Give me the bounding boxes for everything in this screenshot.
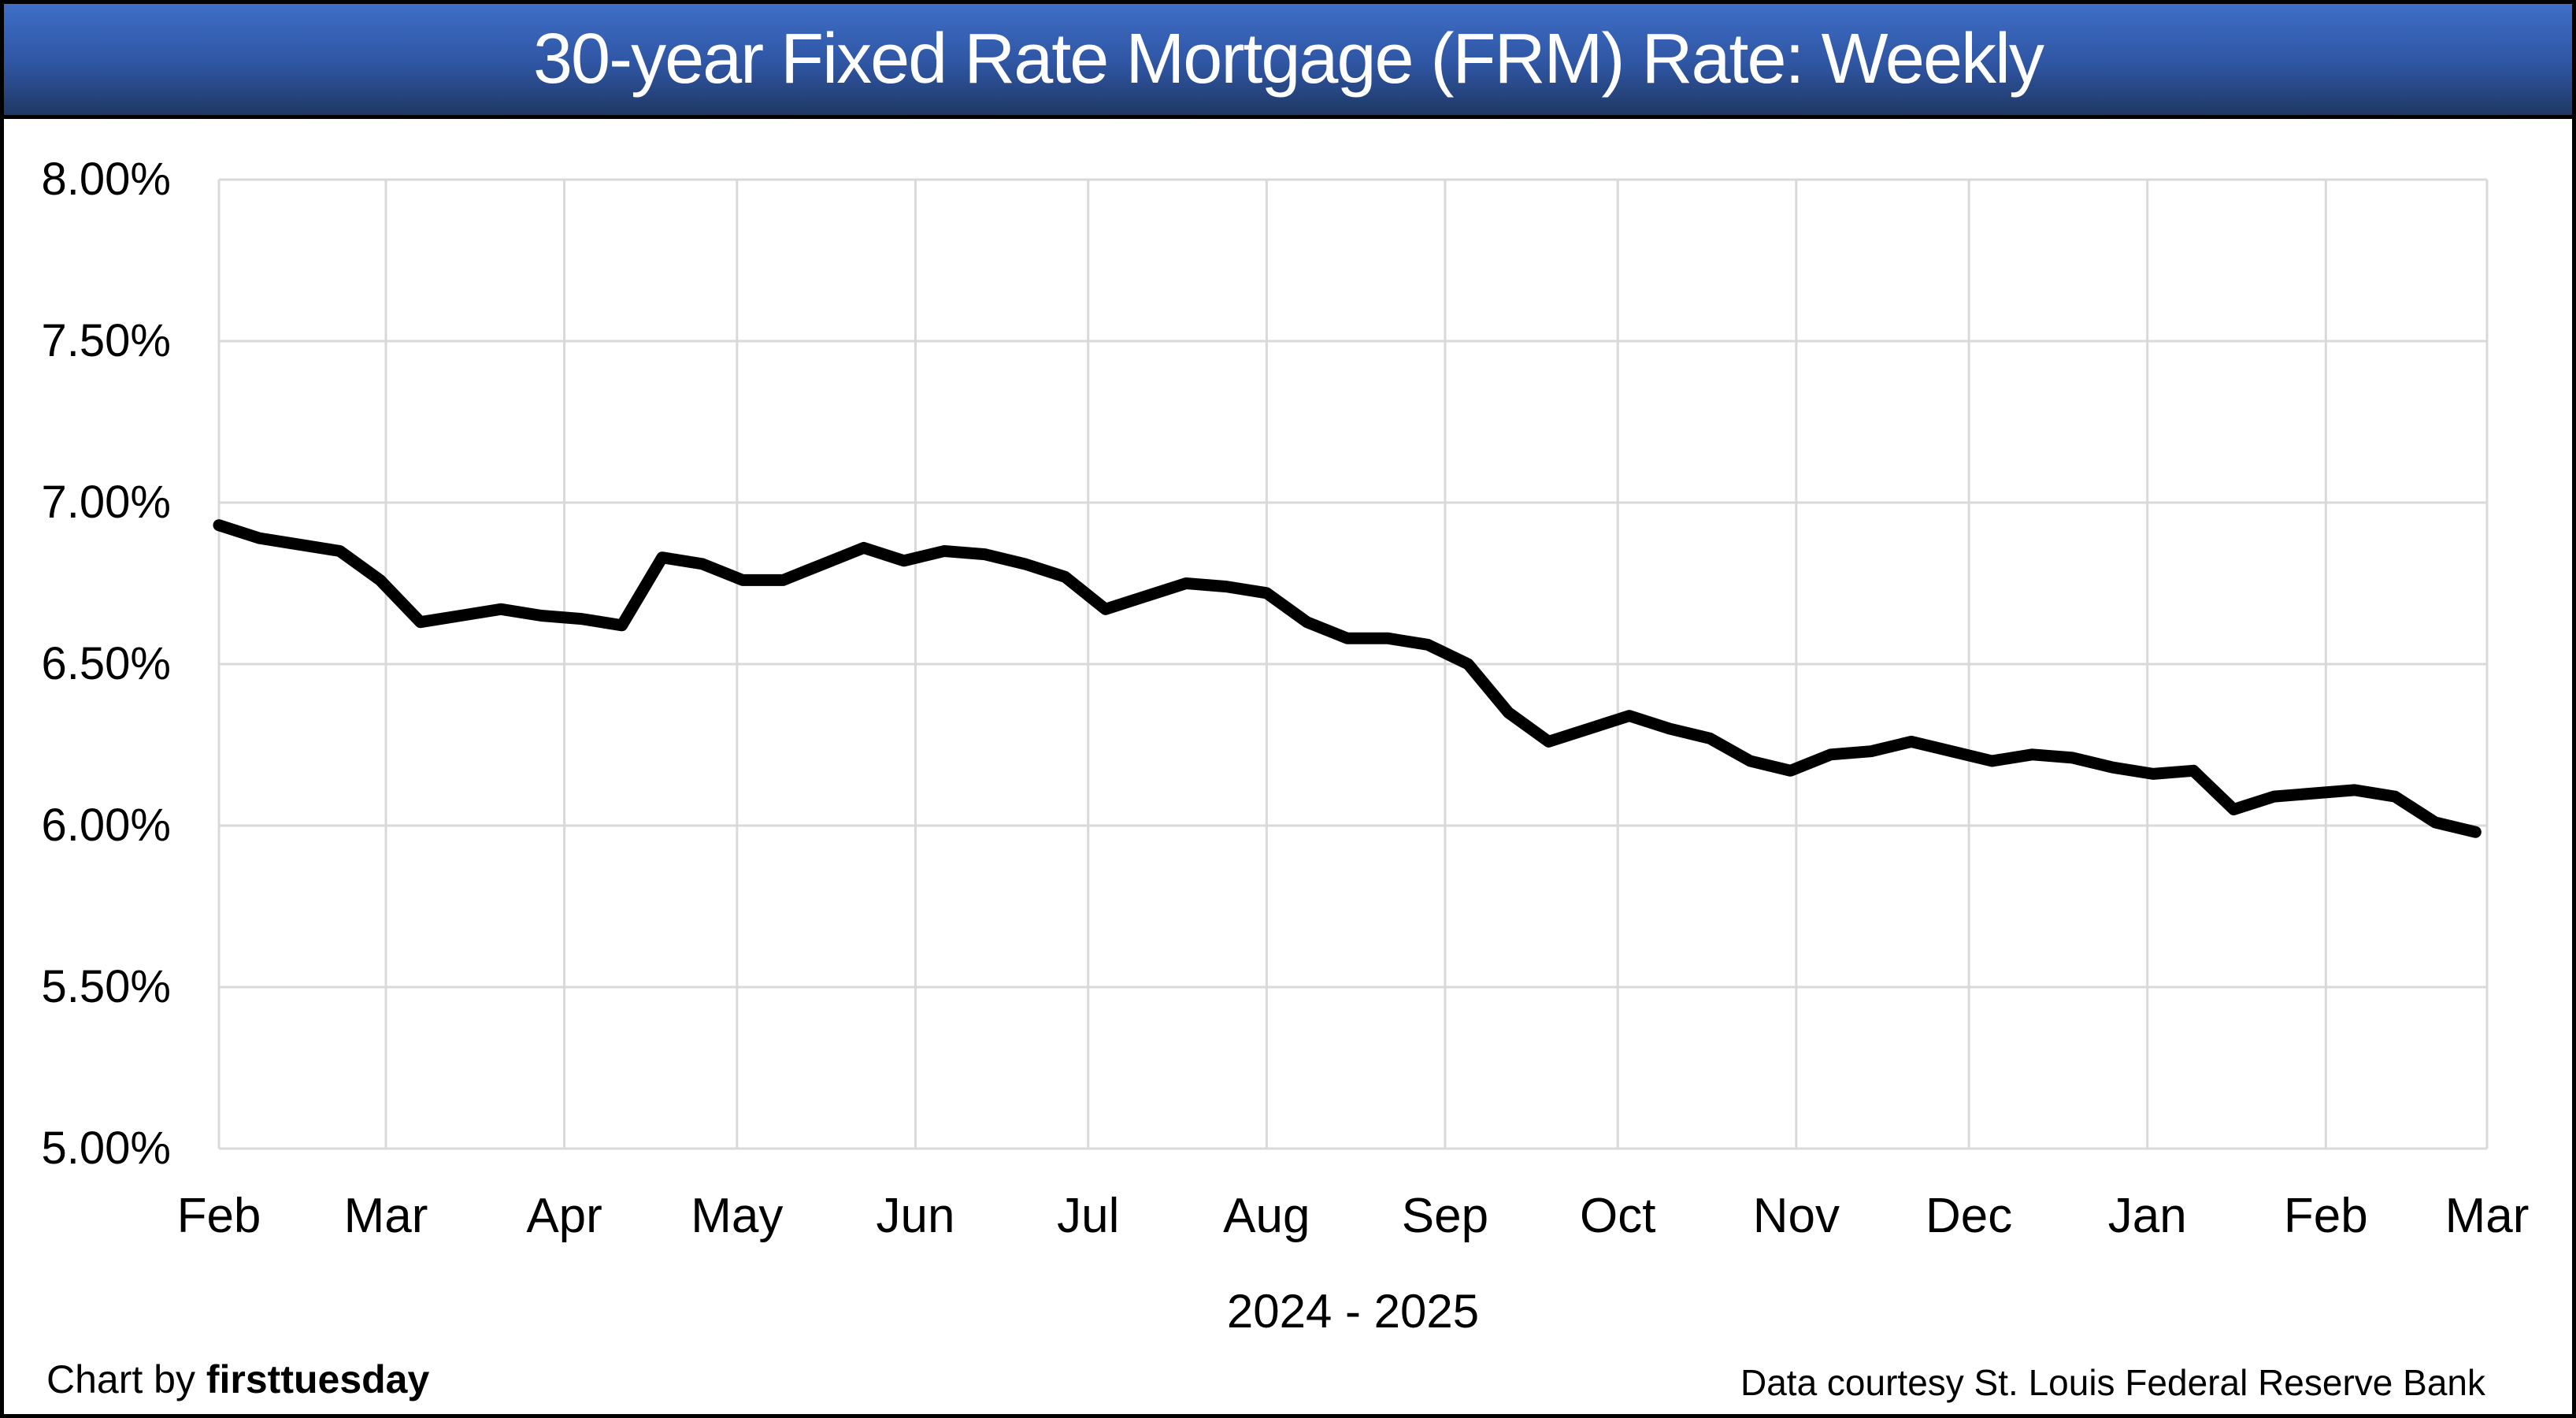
y-tick-label: 6.00%	[41, 800, 171, 851]
x-tick-label: Sep	[1401, 1189, 1489, 1243]
y-tick-label: 7.50%	[41, 315, 171, 366]
x-tick-label: Jun	[876, 1189, 955, 1243]
x-tick-label: Jul	[1057, 1189, 1120, 1243]
footer-credit-brand: firsttuesday	[206, 1357, 430, 1401]
x-tick-label: Feb	[2283, 1189, 2368, 1243]
x-tick-label: Mar	[2444, 1189, 2530, 1243]
x-tick-label: Nov	[1752, 1189, 1840, 1243]
x-tick-label: Apr	[526, 1189, 602, 1243]
footer-data-source: Data courtesy St. Louis Federal Reserve …	[1740, 1362, 2485, 1403]
frm-rate-line	[213, 519, 2481, 838]
title-bar: 30-year Fixed Rate Mortgage (FRM) Rate: …	[4, 4, 2572, 119]
y-tick-label: 6.50%	[41, 638, 171, 689]
y-tick-label: 5.00%	[41, 1123, 171, 1174]
x-tick-label: Aug	[1223, 1189, 1310, 1243]
y-tick-label: 7.00%	[41, 477, 171, 528]
footer-credit-prefix: Chart by	[46, 1357, 206, 1401]
x-tick-label: Mar	[343, 1189, 428, 1243]
line-chart-plot	[213, 178, 2489, 1150]
chart-title: 30-year Fixed Rate Mortgage (FRM) Rate: …	[532, 20, 2044, 98]
x-tick-label: Jan	[2107, 1189, 2187, 1243]
y-tick-label: 8.00%	[41, 154, 171, 205]
x-tick-label: Oct	[1580, 1189, 1656, 1243]
x-tick-label: Dec	[1925, 1189, 2013, 1243]
y-tick-label: 5.50%	[41, 961, 171, 1012]
x-axis-title: 2024 - 2025	[1226, 1285, 1480, 1338]
x-tick-label: May	[691, 1189, 784, 1243]
x-tick-label: Feb	[176, 1189, 261, 1243]
footer-credit: Chart by firsttuesday	[46, 1356, 429, 1403]
